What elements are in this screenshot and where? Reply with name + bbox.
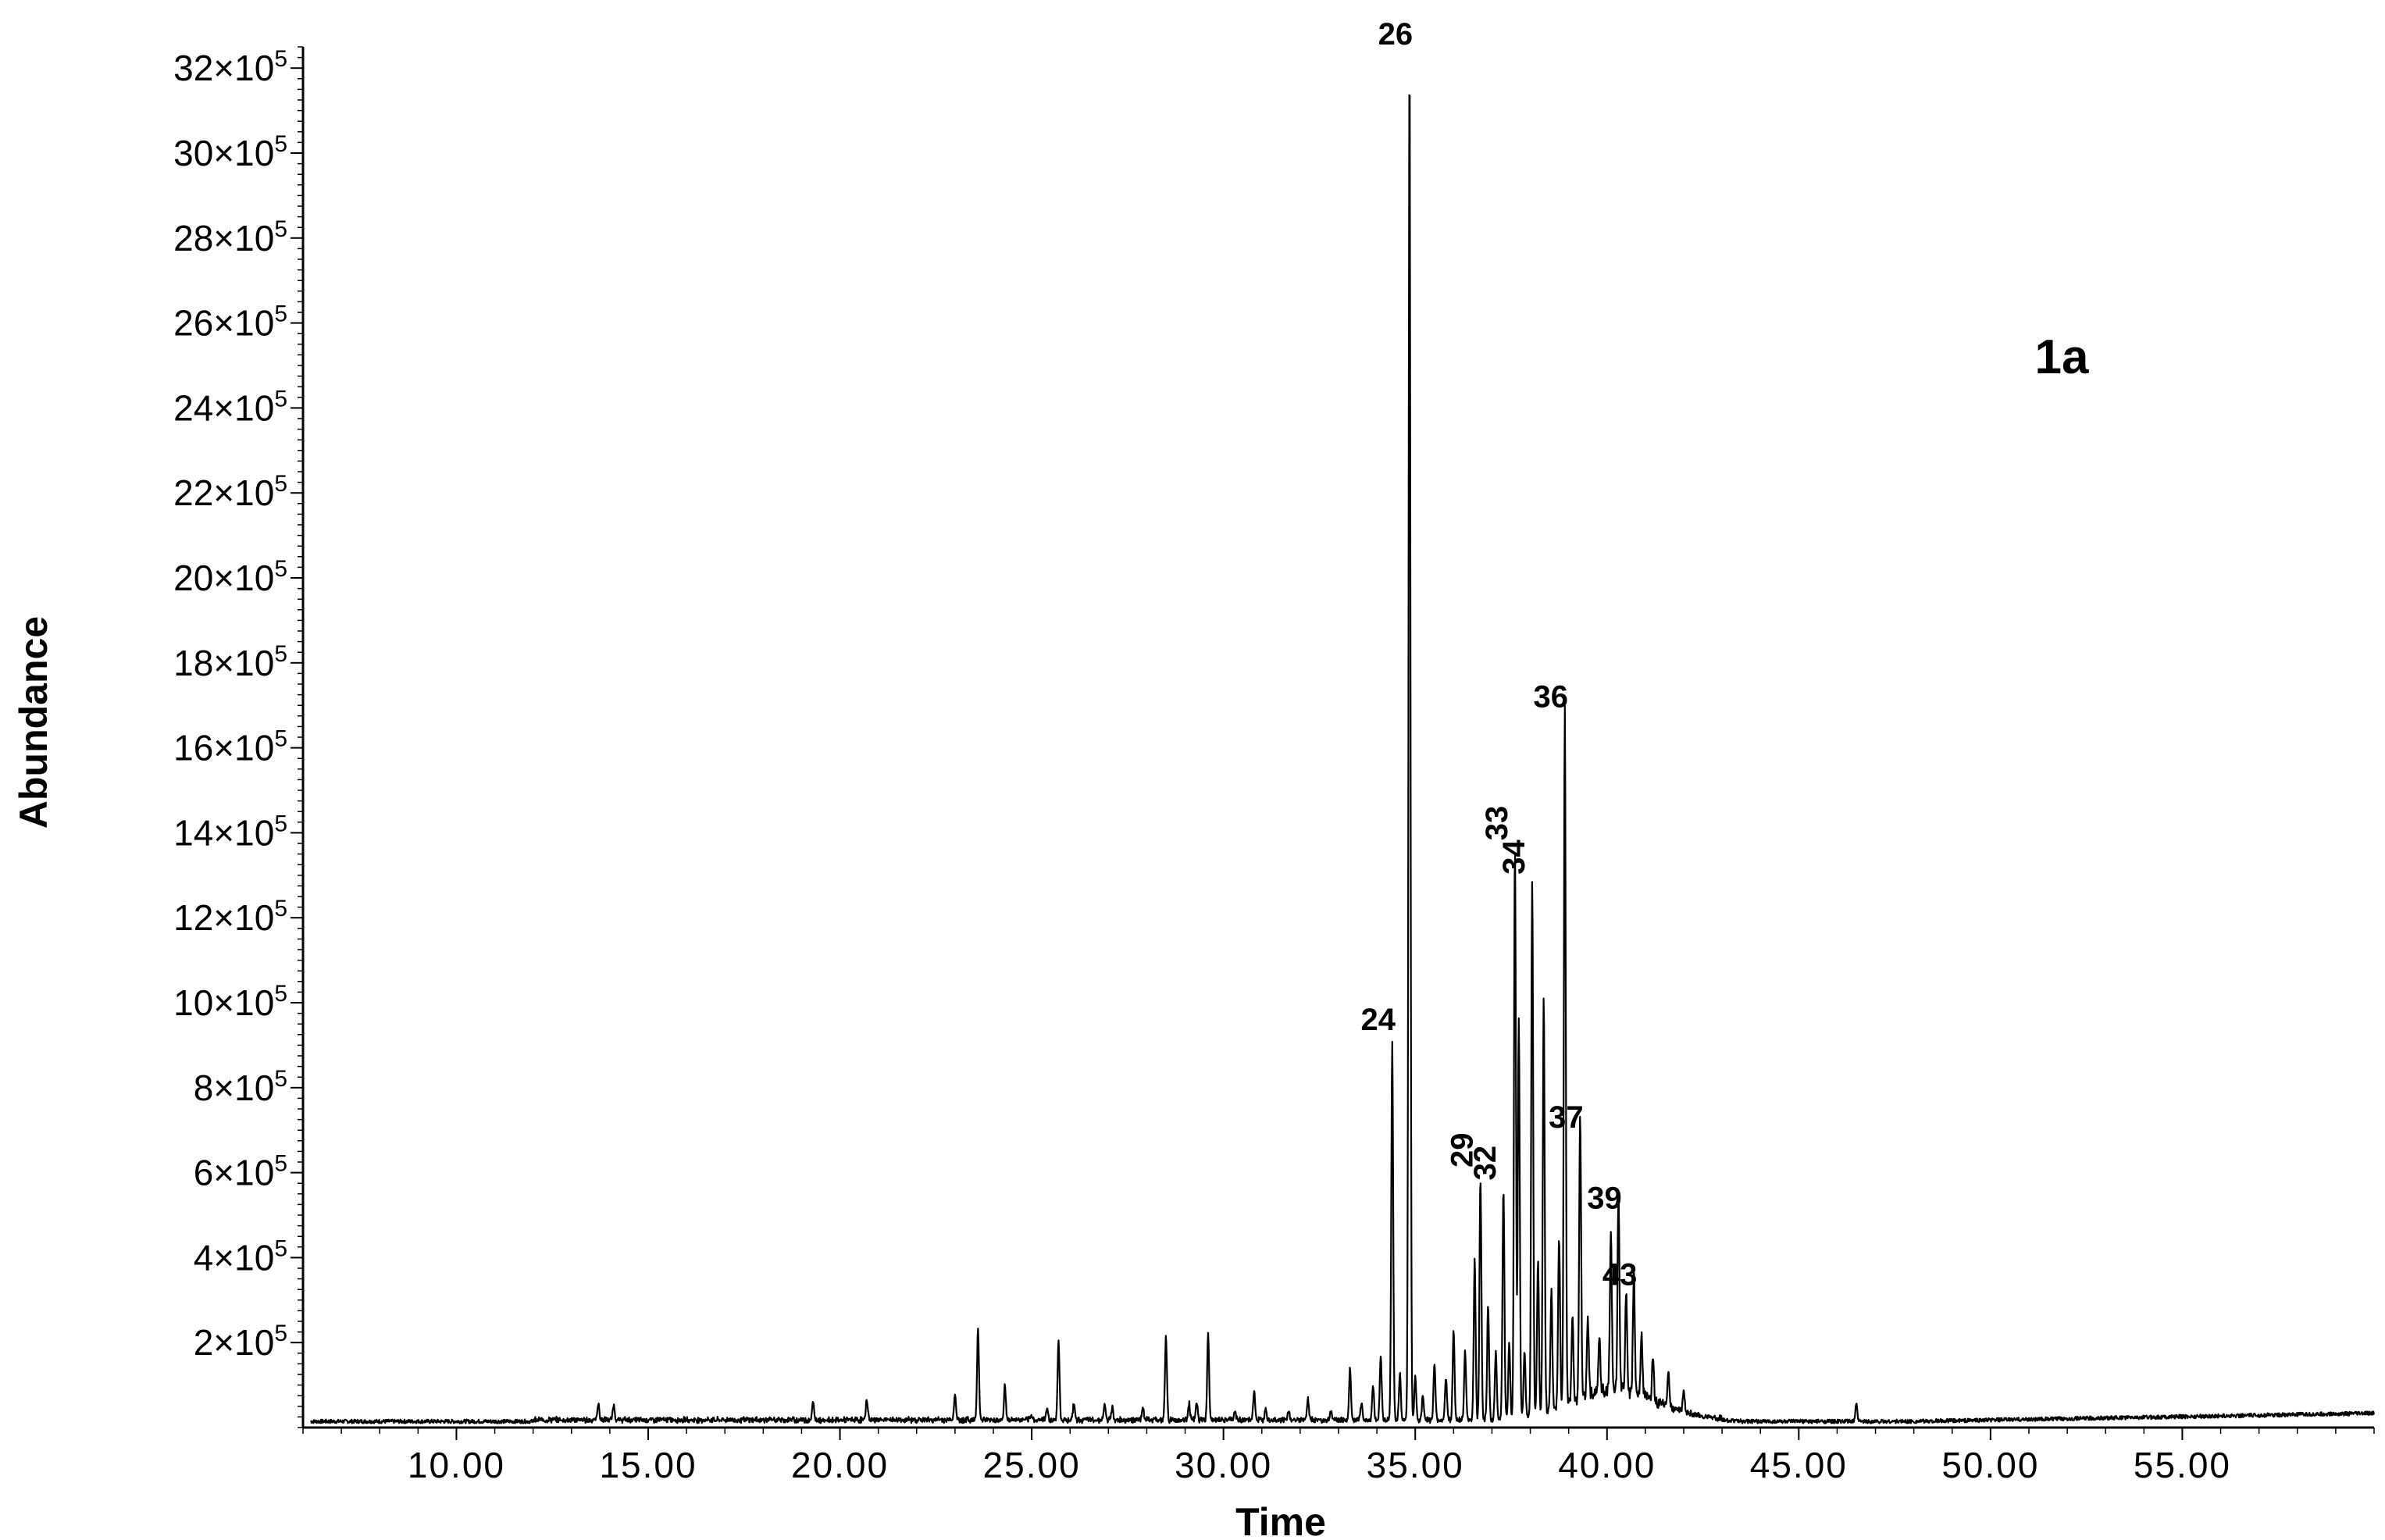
y-tick-exponent: 5 [274, 556, 287, 582]
chromatogram-trace [310, 94, 2375, 1424]
y-tick-mantissa: 12×10 [173, 897, 274, 938]
peak-label: 34 [1497, 839, 1531, 874]
y-tick-exponent: 5 [274, 386, 287, 412]
panel-label: 1a [2035, 330, 2089, 384]
y-tick-mantissa: 10×10 [173, 982, 274, 1023]
y-tick-mantissa: 4×10 [194, 1237, 275, 1278]
x-tick-label: 15.00 [599, 1445, 697, 1485]
y-tick-label: 26×105 [173, 301, 287, 344]
y-tick-mantissa: 18×10 [173, 643, 274, 683]
x-ticks: 10.00 15.00 20.00 25.00 30.00 35.00 40.00 45.00… [408, 1428, 2231, 1485]
y-tick-label: 8×105 [194, 1066, 287, 1108]
y-tick-label: 28×105 [173, 216, 287, 258]
x-tick-label: 30.00 [1175, 1445, 1272, 1485]
y-tick-mantissa: 26×10 [173, 303, 274, 344]
y-tick-label: 10×105 [173, 981, 287, 1023]
x-tick-label: 25.00 [983, 1445, 1081, 1485]
y-tick-exponent: 5 [274, 981, 287, 1007]
y-tick-label: 22×105 [173, 471, 287, 513]
x-tick-label: 50.00 [1941, 1445, 2039, 1485]
x-tick-label: 55.00 [2134, 1445, 2231, 1485]
y-tick-exponent: 5 [274, 301, 287, 327]
x-axis-title: Time [1235, 1500, 1326, 1540]
y-tick-mantissa: 22×10 [173, 472, 274, 513]
y-tick-label: 14×105 [173, 811, 287, 853]
peak-label: 43 [1602, 1257, 1638, 1292]
y-tick-mantissa: 16×10 [173, 728, 274, 768]
y-tick-label: 32×105 [173, 46, 287, 88]
y-tick-exponent: 5 [274, 1321, 287, 1346]
y-tick-mantissa: 24×10 [173, 387, 274, 428]
y-tick-mantissa: 8×10 [194, 1068, 275, 1108]
y-tick-label: 16×105 [173, 726, 287, 768]
x-tick-label: 20.00 [791, 1445, 889, 1485]
y-tick-mantissa: 2×10 [194, 1322, 275, 1363]
y-tick-label: 2×105 [194, 1321, 287, 1363]
y-tick-exponent: 5 [274, 46, 287, 72]
peak-label: 26 [1378, 17, 1414, 52]
y-tick-label: 4×105 [194, 1235, 287, 1278]
y-axis-title: Abundance [12, 616, 55, 829]
y-tick-exponent: 5 [274, 1151, 287, 1177]
y-tick-label: 20×105 [173, 556, 287, 598]
y-tick-label: 18×105 [173, 641, 287, 683]
y-tick-mantissa: 20×10 [173, 558, 274, 598]
x-tick-label: 40.00 [1558, 1445, 1656, 1485]
y-tick-exponent: 5 [274, 811, 287, 836]
y-tick-label: 6×105 [194, 1151, 287, 1193]
y-tick-mantissa: 28×10 [173, 218, 274, 258]
y-tick-exponent: 5 [274, 726, 287, 752]
peak-label: 36 [1534, 680, 1569, 715]
peak-label: 24 [1361, 1003, 1396, 1037]
x-tick-label: 45.00 [1750, 1445, 1848, 1485]
y-tick-mantissa: 6×10 [194, 1153, 275, 1193]
peak-label: 39 [1587, 1181, 1622, 1215]
y-tick-label: 24×105 [173, 386, 287, 428]
y-tick-mantissa: 14×10 [173, 812, 274, 853]
peak-label: 33 [1480, 806, 1514, 841]
y-tick-exponent: 5 [274, 131, 287, 157]
y-tick-exponent: 5 [274, 1066, 287, 1092]
y-tick-mantissa: 32×10 [173, 48, 274, 88]
y-tick-exponent: 5 [274, 896, 287, 922]
y-tick-label: 30×105 [173, 131, 287, 173]
y-ticks: 2×1054×1056×1058×10510×10512×10514×10516… [173, 46, 303, 1363]
x-tick-label: 35.00 [1367, 1445, 1464, 1485]
peak-label: 32 [1468, 1146, 1503, 1181]
peak-label: 29 [1446, 1133, 1480, 1168]
y-tick-exponent: 5 [274, 1235, 287, 1261]
y-tick-label: 12×105 [173, 896, 287, 938]
y-tick-exponent: 5 [274, 471, 287, 497]
peak-label: 37 [1549, 1100, 1584, 1135]
x-tick-label: 10.00 [408, 1445, 505, 1485]
y-tick-exponent: 5 [274, 641, 287, 667]
y-tick-mantissa: 30×10 [173, 133, 274, 173]
y-tick-exponent: 5 [274, 216, 287, 242]
